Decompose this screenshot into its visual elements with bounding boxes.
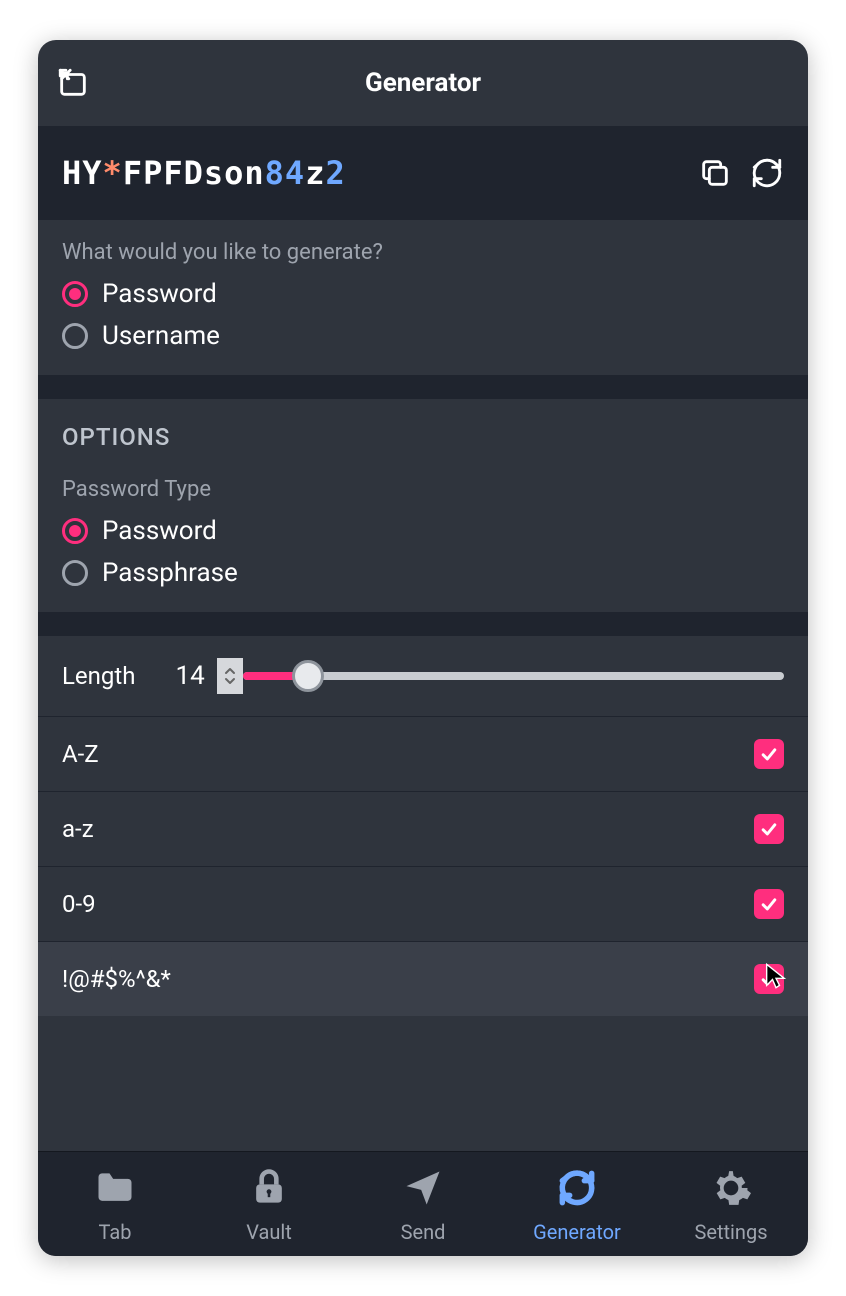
char-option-label: A-Z [62, 740, 734, 768]
check-icon [759, 744, 779, 764]
radio-label: Passphrase [102, 558, 238, 588]
send-icon [401, 1166, 445, 1214]
divider [38, 375, 808, 399]
checkbox[interactable] [754, 889, 784, 919]
divider [38, 612, 808, 636]
header: Generator [38, 40, 808, 126]
generate-type-section: What would you like to generate? Passwor… [38, 220, 808, 375]
length-stepper[interactable] [217, 658, 243, 694]
char-option-label: a-z [62, 815, 734, 843]
refresh-icon [555, 1166, 599, 1214]
checkbox[interactable] [754, 814, 784, 844]
check-icon [759, 819, 779, 839]
password-type-label: Password Type [62, 477, 784, 502]
copy-icon [698, 156, 732, 190]
tab-label: Tab [99, 1220, 132, 1244]
checkbox[interactable] [754, 964, 784, 994]
char-option-row[interactable]: 0-9 [38, 866, 808, 941]
tab-tab[interactable]: Tab [38, 1152, 192, 1256]
generate-type-option-password[interactable]: Password [62, 279, 784, 309]
tab-label: Send [401, 1220, 446, 1244]
password-type-section: Password Type Password Passphrase [38, 469, 808, 612]
generate-type-option-username[interactable]: Username [62, 321, 784, 351]
tab-bar: Tab Vault Send Generator Settings [38, 1151, 808, 1256]
length-label: Length [62, 662, 135, 690]
radio-icon [62, 323, 88, 349]
check-icon [759, 969, 779, 989]
generator-window: Generator HY*FPFDson84z2 What would you … [38, 40, 808, 1256]
radio-label: Password [102, 279, 217, 309]
tab-label: Generator [533, 1220, 621, 1244]
gear-icon [709, 1166, 753, 1214]
char-option-row[interactable]: a-z [38, 791, 808, 866]
tab-label: Vault [246, 1220, 292, 1244]
tab-vault[interactable]: Vault [192, 1152, 346, 1256]
tab-generator[interactable]: Generator [500, 1152, 654, 1256]
password-type-option-password[interactable]: Password [62, 516, 784, 546]
copy-button[interactable] [698, 156, 732, 190]
char-option-label: 0-9 [62, 890, 734, 918]
tab-label: Settings [694, 1220, 767, 1244]
char-option-row[interactable]: !@#$%^&* [38, 941, 808, 1016]
length-row: Length 14 [38, 636, 808, 716]
check-icon [759, 894, 779, 914]
refresh-icon [750, 156, 784, 190]
password-type-option-passphrase[interactable]: Passphrase [62, 558, 784, 588]
checkbox[interactable] [754, 739, 784, 769]
radio-label: Password [102, 516, 217, 546]
radio-icon [62, 560, 88, 586]
folder-icon [93, 1166, 137, 1214]
radio-label: Username [102, 321, 220, 351]
popout-button[interactable] [56, 66, 90, 100]
generate-type-label: What would you like to generate? [62, 240, 784, 265]
length-value: 14 [175, 661, 204, 691]
option-rows: Length 14 A-Z a-z 0-9 !@#$%^&* [38, 636, 808, 1016]
lock-icon [247, 1166, 291, 1214]
radio-icon [62, 518, 88, 544]
regenerate-button[interactable] [750, 156, 784, 190]
options-header: OPTIONS [38, 399, 808, 469]
generated-password: HY*FPFDson84z2 [62, 154, 680, 192]
popout-icon [56, 66, 90, 100]
generated-password-bar: HY*FPFDson84z2 [38, 126, 808, 220]
char-option-row[interactable]: A-Z [38, 716, 808, 791]
stepper-icon [223, 665, 237, 687]
radio-icon [62, 281, 88, 307]
header-title: Generator [365, 68, 481, 98]
length-slider[interactable] [243, 672, 784, 680]
tab-send[interactable]: Send [346, 1152, 500, 1256]
slider-thumb[interactable] [292, 660, 324, 692]
char-option-label: !@#$%^&* [62, 965, 734, 993]
tab-settings[interactable]: Settings [654, 1152, 808, 1256]
